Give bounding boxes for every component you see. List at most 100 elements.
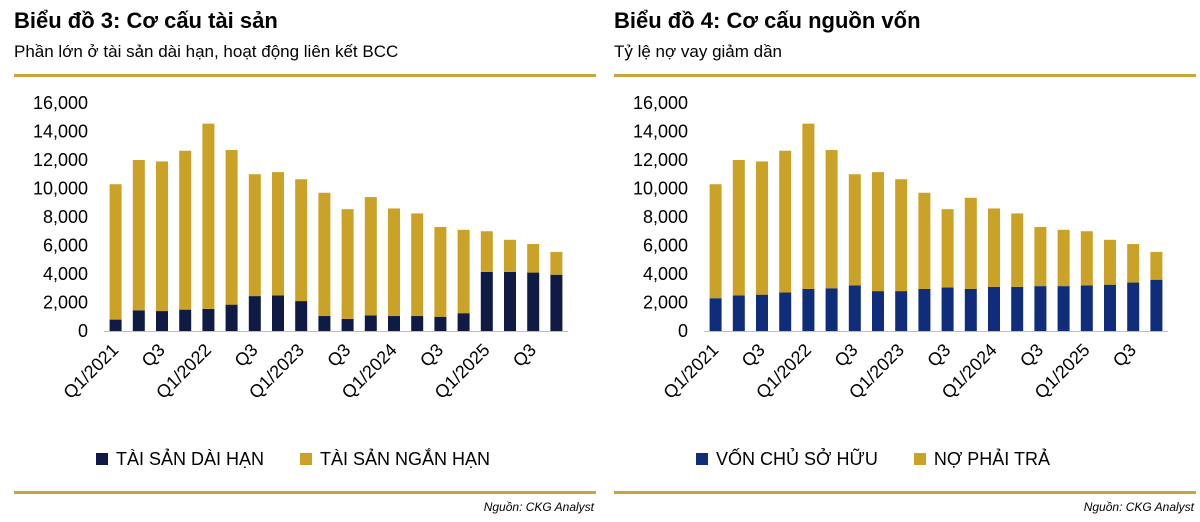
bar-segment-bottom	[411, 316, 424, 331]
chart-title: Biểu đồ 4: Cơ cấu nguồn vốn	[614, 8, 921, 33]
bar-segment-top	[1150, 251, 1163, 280]
chart-legend: VỐN CHỦ SỞ HỮU NỢ PHẢI TRẢ	[696, 446, 1086, 472]
y-tick-label: 12,000	[33, 150, 88, 170]
bar-segment-bottom	[1127, 282, 1140, 331]
bar-segment-bottom	[248, 296, 261, 331]
bar-segment-top	[918, 192, 931, 289]
x-tick-label: Q3	[1016, 340, 1047, 371]
bar-segment-top	[1104, 239, 1116, 285]
bar-segment-bottom	[941, 287, 954, 331]
bar-segment-top	[109, 184, 122, 320]
bar-segment-bottom	[156, 311, 168, 331]
bar-segment-bottom	[550, 274, 563, 331]
bar-segment-top	[941, 209, 954, 288]
bar-segment-bottom	[964, 288, 977, 331]
y-tick-label: 14,000	[33, 122, 88, 142]
y-tick-label: 8,000	[43, 207, 88, 227]
y-tick-label: 0	[678, 321, 688, 341]
bar-segment-top	[225, 150, 238, 305]
legend-item-short-term-assets: TÀI SẢN NGẮN HẠN	[300, 449, 490, 470]
y-tick-label: 14,000	[633, 122, 688, 142]
source-note: Nguồn: CKG Analyst	[483, 500, 594, 514]
y-tick-label: 2,000	[43, 293, 88, 313]
bar-segment-bottom	[202, 308, 215, 331]
y-tick-label: 16,000	[33, 93, 88, 113]
y-tick-label: 8,000	[643, 207, 688, 227]
bar-segment-top	[872, 172, 884, 292]
bar-segment-bottom	[918, 288, 931, 331]
y-tick-label: 10,000	[33, 179, 88, 199]
bar-segment-top	[295, 179, 308, 302]
x-tick-label: Q3	[509, 340, 540, 371]
bar-segment-bottom	[179, 309, 192, 331]
bar-segment-bottom	[295, 301, 308, 331]
bar-segment-bottom	[1150, 279, 1163, 331]
bar-segment-bottom	[527, 272, 540, 331]
legend-swatch	[96, 453, 108, 465]
bar-segment-bottom	[364, 315, 377, 331]
x-tick-label: Q3	[416, 340, 447, 371]
y-tick-label: 12,000	[633, 150, 688, 170]
chart-subtitle: Phần lớn ở tài sản dài hạn, hoạt động li…	[14, 42, 399, 61]
bar-segment-bottom	[504, 271, 516, 331]
y-tick-label: 4,000	[43, 264, 88, 284]
bar-segment-bottom	[756, 294, 768, 331]
bar-segment-bottom	[388, 316, 400, 331]
y-tick-label: 0	[78, 321, 88, 341]
legend-item-liabilities: NỢ PHẢI TRẢ	[913, 449, 1050, 470]
bar-segment-bottom	[1034, 286, 1047, 331]
x-tick-label: Q3	[738, 340, 769, 371]
bar-segment-bottom	[709, 298, 722, 331]
bar-segment-top	[779, 150, 792, 293]
bar-segment-top	[179, 150, 192, 310]
bar-segment-top	[1127, 244, 1140, 283]
legend-swatch	[696, 453, 708, 465]
legend-label: TÀI SẢN NGẮN HẠN	[320, 448, 491, 469]
x-tick-label: Q3	[831, 340, 862, 371]
bar-segment-top	[848, 174, 861, 286]
bar-segment-bottom	[341, 318, 354, 331]
legend-item-long-term-assets: TÀI SẢN DÀI HẠN	[96, 449, 264, 470]
chart-panel-assets: Biểu đồ 3: Cơ cấu tài sản Phần lớn ở tài…	[14, 8, 596, 514]
bottom-divider	[614, 491, 1196, 494]
bar-segment-top	[457, 229, 470, 314]
bar-segment-bottom	[779, 292, 792, 331]
y-tick-label: 6,000	[643, 236, 688, 256]
bar-segment-bottom	[272, 295, 284, 331]
bar-segment-top	[480, 231, 493, 272]
bar-segment-bottom	[480, 271, 493, 331]
bar-segment-top	[756, 161, 768, 295]
bar-segment-top	[1034, 226, 1047, 287]
bar-segment-top	[895, 179, 908, 292]
bar-segment-top	[156, 161, 168, 312]
chart-title: Biểu đồ 3: Cơ cấu tài sản	[14, 8, 278, 33]
bar-segment-top	[364, 197, 377, 316]
x-tick-label: Q3	[923, 340, 954, 371]
bar-segment-bottom	[848, 285, 861, 331]
bar-segment-bottom	[225, 304, 238, 331]
x-tick-label: Q3	[1109, 340, 1140, 371]
y-tick-label: 16,000	[633, 93, 688, 113]
bar-segment-top	[202, 123, 215, 309]
bar-segment-top	[504, 239, 516, 272]
bottom-divider	[14, 491, 596, 494]
bar-segment-top	[988, 208, 1000, 287]
chart-subtitle: Tỷ lệ nợ vay giảm dần	[614, 42, 782, 61]
bar-segment-bottom	[825, 288, 838, 331]
x-tick-label: Q1/2021	[59, 340, 122, 403]
bar-segment-bottom	[1011, 286, 1024, 331]
legend-swatch	[300, 453, 313, 465]
bar-segment-bottom	[732, 295, 745, 331]
bar-segment-top	[132, 160, 145, 311]
y-tick-label: 10,000	[633, 179, 688, 199]
y-tick-label: 2,000	[643, 293, 688, 313]
bar-segment-top	[527, 244, 540, 273]
bar-segment-bottom	[988, 286, 1000, 331]
legend-label: TÀI SẢN DÀI HẠN	[116, 448, 265, 469]
chart-panel-capital: Biểu đồ 4: Cơ cấu nguồn vốn Tỷ lệ nợ vay…	[600, 0, 1200, 522]
bar-segment-top	[248, 174, 261, 297]
bar-segment-top	[1011, 213, 1024, 287]
bar-segment-top	[318, 192, 331, 317]
top-divider	[14, 74, 596, 77]
bar-segment-bottom	[1080, 285, 1093, 331]
